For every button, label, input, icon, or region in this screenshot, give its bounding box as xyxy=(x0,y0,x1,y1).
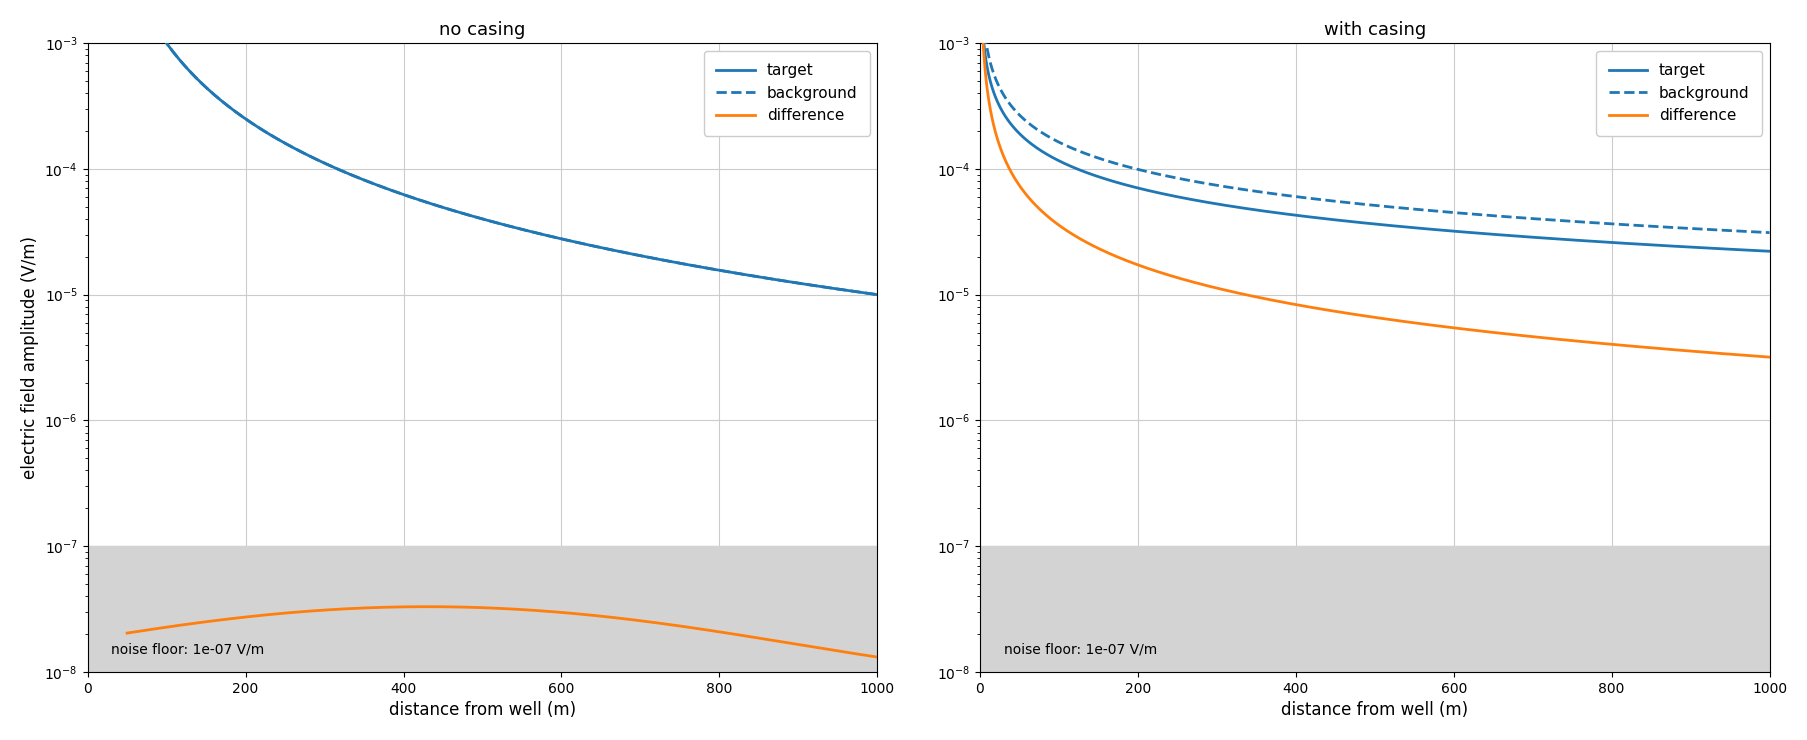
difference xyxy=(970,19,992,28)
target xyxy=(631,252,652,260)
target xyxy=(701,265,723,274)
background xyxy=(193,81,215,90)
difference xyxy=(1590,339,1612,348)
background xyxy=(419,199,441,208)
target xyxy=(419,199,441,208)
target xyxy=(446,207,468,216)
Line: target: target xyxy=(126,0,876,295)
target xyxy=(1332,216,1353,225)
difference xyxy=(632,616,654,625)
target xyxy=(1735,246,1756,255)
target xyxy=(866,290,887,299)
Title: no casing: no casing xyxy=(439,21,526,38)
difference xyxy=(416,602,437,611)
background xyxy=(1590,219,1612,228)
difference xyxy=(701,627,723,636)
background xyxy=(631,252,652,260)
target xyxy=(1758,247,1780,256)
background xyxy=(1332,198,1353,206)
background xyxy=(1735,227,1756,236)
background xyxy=(1010,113,1032,122)
target xyxy=(1010,132,1032,141)
difference xyxy=(1353,312,1375,320)
Text: noise floor: 1e-07 V/m: noise floor: 1e-07 V/m xyxy=(1003,642,1156,656)
background xyxy=(970,0,992,9)
Title: with casing: with casing xyxy=(1323,21,1426,38)
Legend: target, background, difference: target, background, difference xyxy=(1596,51,1762,135)
target xyxy=(714,267,735,276)
target xyxy=(1735,246,1756,255)
target xyxy=(1353,218,1375,227)
Line: target: target xyxy=(981,23,1769,252)
X-axis label: distance from well (m): distance from well (m) xyxy=(1281,702,1467,719)
difference xyxy=(446,602,468,611)
Y-axis label: electric field amplitude (V/m): electric field amplitude (V/m) xyxy=(22,236,38,479)
Line: background: background xyxy=(981,4,1769,232)
difference xyxy=(421,602,443,611)
X-axis label: distance from well (m): distance from well (m) xyxy=(389,702,576,719)
background xyxy=(446,207,468,216)
Line: background: background xyxy=(126,0,876,295)
difference xyxy=(116,629,137,638)
background xyxy=(714,267,735,276)
difference xyxy=(1758,353,1780,362)
background xyxy=(701,265,723,274)
background xyxy=(866,290,887,299)
target xyxy=(193,81,215,90)
target xyxy=(1590,238,1612,246)
Text: noise floor: 1e-07 V/m: noise floor: 1e-07 V/m xyxy=(112,642,264,656)
difference xyxy=(1735,351,1756,360)
target xyxy=(970,18,992,27)
Line: difference: difference xyxy=(981,24,1769,357)
difference xyxy=(1332,309,1353,317)
Line: difference: difference xyxy=(126,607,876,657)
Legend: target, background, difference: target, background, difference xyxy=(705,51,869,135)
background xyxy=(1735,227,1756,236)
difference xyxy=(866,653,887,662)
background xyxy=(1353,200,1375,209)
difference xyxy=(193,618,215,627)
difference xyxy=(1010,185,1032,194)
difference xyxy=(1735,351,1756,360)
background xyxy=(1758,228,1780,237)
difference xyxy=(716,628,737,637)
